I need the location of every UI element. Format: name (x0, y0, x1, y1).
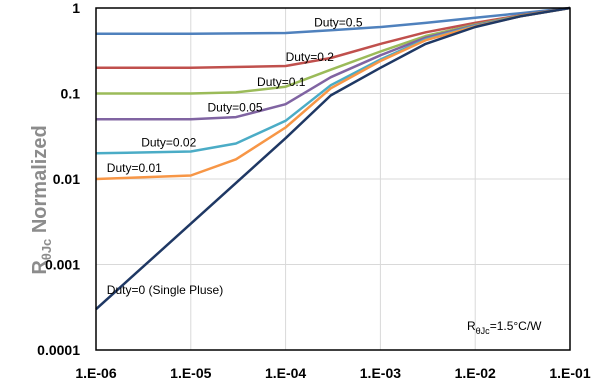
y-tick-label: 0.01 (53, 171, 80, 187)
y-axis-label: RθJc Normalized (29, 125, 54, 274)
series-label: Duty=0.02 (141, 135, 196, 149)
plot-area-frame (95, 7, 571, 351)
series-lines (95, 6, 571, 311)
y-tick-label: 0.1 (61, 86, 81, 102)
x-tick-label: 1.E-04 (265, 365, 306, 381)
series-label: Duty=0.5 (314, 15, 363, 29)
rthetajc-annotation: RθJc=1.5°C/W (467, 319, 542, 336)
x-axis-tick-labels: 1.E-06 1.E-05 1.E-04 1.E-03 1.E-02 1.E-01 (75, 365, 590, 381)
x-tick-label: 1.E-03 (360, 365, 401, 381)
y-tick-label: 0.0001 (37, 342, 80, 358)
series-label: Duty=0.2 (286, 50, 335, 64)
series-label: Duty=0.1 (257, 75, 306, 89)
x-tick-label: 1.E-06 (75, 365, 116, 381)
series-line (96, 6, 571, 35)
series-line (95, 6, 571, 311)
series-label: Duty=0.05 (207, 100, 262, 114)
series-labels: Duty=0.5 Duty=0.2 Duty=0.1 Duty=0.05 Duty=0.… (107, 15, 363, 297)
series-label: Duty=0 (Single Pluse) (107, 283, 223, 297)
series-label: Duty=0.01 (107, 161, 162, 175)
x-tick-label: 1.E-01 (549, 365, 590, 381)
y-tick-label: 1 (72, 0, 80, 16)
x-tick-label: 1.E-05 (170, 365, 211, 381)
x-tick-label: 1.E-02 (455, 365, 496, 381)
y-tick-label: 0.001 (45, 257, 80, 273)
y-axis-tick-labels: 0.0001 0.001 0.01 0.1 1 (37, 0, 80, 358)
